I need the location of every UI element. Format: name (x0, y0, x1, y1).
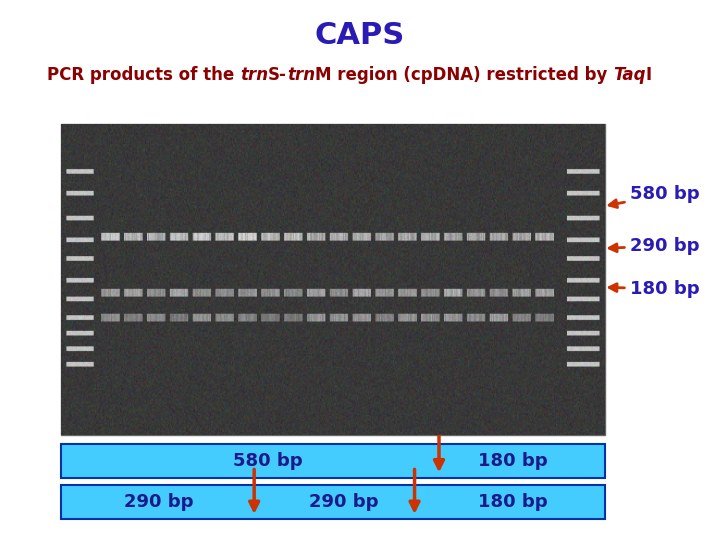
Text: CAPS: CAPS (315, 21, 405, 50)
Text: 180 bp: 180 bp (477, 452, 547, 470)
Text: I: I (646, 65, 652, 84)
Text: trn: trn (240, 65, 268, 84)
Text: 180 bp: 180 bp (477, 494, 547, 511)
Text: 290 bp: 290 bp (609, 237, 700, 255)
Text: Taq: Taq (613, 65, 646, 84)
Text: S-: S- (268, 65, 287, 84)
Text: 290 bp: 290 bp (309, 494, 379, 511)
Bar (61, 124, 605, 435)
Text: trn: trn (287, 65, 315, 84)
Text: M region (cpDNA) restricted by: M region (cpDNA) restricted by (315, 65, 613, 84)
Text: PCR products of the: PCR products of the (47, 65, 240, 84)
Text: 580 bp: 580 bp (233, 452, 302, 470)
Bar (61, 485, 605, 519)
Text: 580 bp: 580 bp (609, 185, 700, 207)
Text: 180 bp: 180 bp (609, 280, 700, 298)
Bar (61, 444, 605, 478)
Text: 290 bp: 290 bp (125, 494, 194, 511)
